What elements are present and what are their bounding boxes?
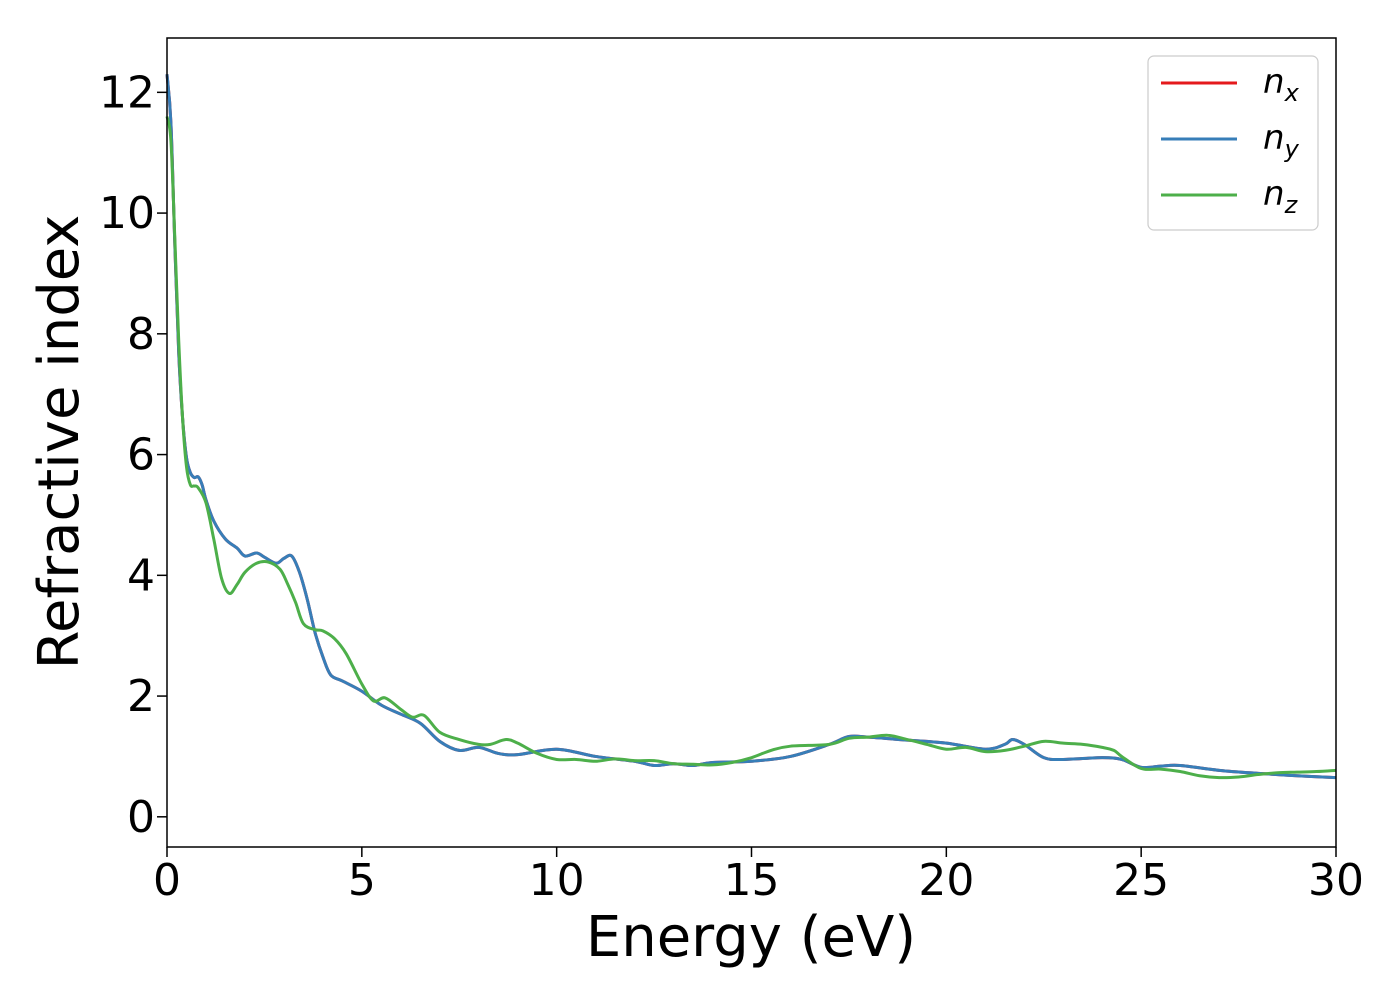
x-tick-label: 5 xyxy=(348,855,376,906)
series-layer xyxy=(165,74,1337,780)
plot-background xyxy=(167,38,1336,847)
y-tick-label: 10 xyxy=(99,188,155,239)
legend-label-x: nx xyxy=(1263,62,1300,107)
y-tick-label: 4 xyxy=(127,550,155,601)
y-tick-label: 12 xyxy=(99,67,155,118)
y-axis-ticks: 0 2 4 6 8 10 12 xyxy=(99,67,167,843)
x-tick-label: 15 xyxy=(724,855,780,906)
y-tick-label: 2 xyxy=(127,671,155,722)
series-line-z xyxy=(165,116,1337,780)
x-tick-label: 25 xyxy=(1113,855,1169,906)
legend-label-z: nz xyxy=(1263,174,1299,219)
x-tick-label: 0 xyxy=(153,855,181,906)
y-axis-title: Refractive index xyxy=(27,215,92,670)
x-axis-title: Energy (eV) xyxy=(586,905,916,970)
x-tick-label: 30 xyxy=(1308,855,1364,906)
legend-label-y: ny xyxy=(1263,118,1300,163)
x-tick-label: 20 xyxy=(918,855,974,906)
y-tick-label: 6 xyxy=(127,430,155,481)
legend-box xyxy=(1147,55,1319,231)
y-tick-label: 8 xyxy=(127,309,155,360)
x-axis-ticks: 0 5 10 15 20 25 30 xyxy=(153,847,1364,906)
legend: nx ny nz xyxy=(1147,55,1319,231)
y-tick-label: 0 xyxy=(127,792,155,843)
x-tick-label: 10 xyxy=(529,855,585,906)
